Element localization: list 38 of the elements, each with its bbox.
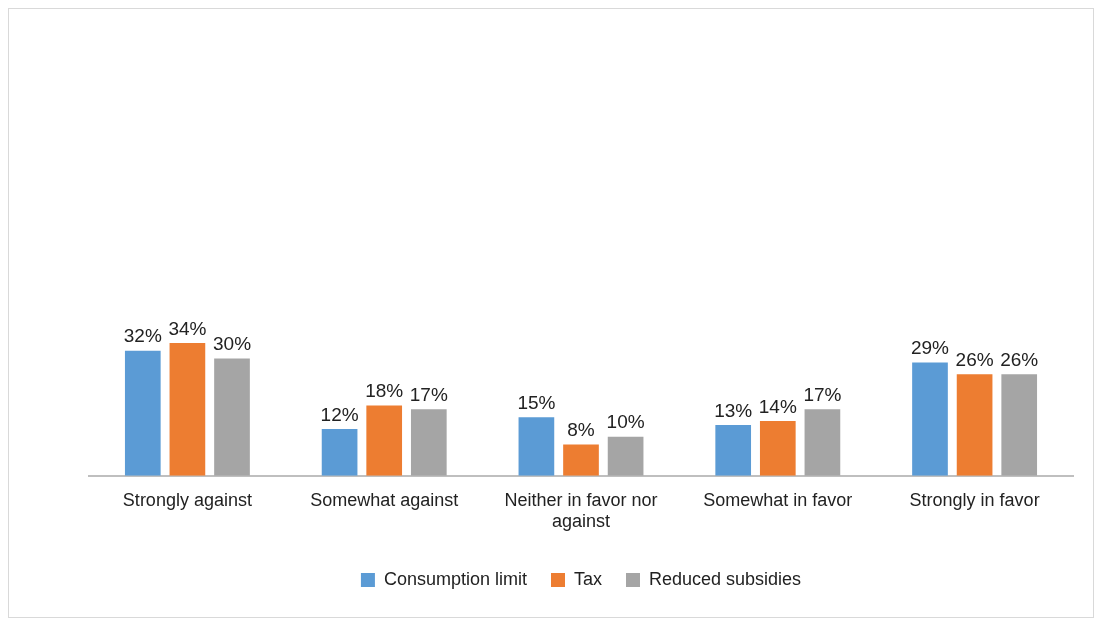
bar	[366, 405, 403, 476]
data-label: 14%	[758, 395, 797, 417]
data-label: 30%	[212, 333, 252, 355]
bar	[169, 342, 206, 476]
data-label: 15%	[517, 391, 556, 413]
bar	[518, 417, 555, 476]
data-label: 17%	[409, 384, 448, 406]
data-label: 10%	[606, 411, 645, 433]
data-label: 8%	[567, 419, 595, 441]
bar	[912, 362, 948, 476]
data-label: 13%	[714, 399, 753, 421]
data-label: 26%	[955, 348, 994, 370]
bar	[1001, 374, 1038, 476]
bar	[956, 374, 993, 476]
legend-label: Reduced subsidies	[648, 568, 802, 589]
data-label: 34%	[168, 317, 207, 339]
bar	[410, 409, 447, 476]
data-label: 29%	[910, 337, 950, 359]
data-label: 12%	[320, 403, 359, 425]
x-tick-label: Somewhat in favor	[703, 489, 853, 510]
legend-label: Tax	[573, 568, 602, 589]
bar	[321, 428, 358, 476]
x-tick-label: Somewhat against	[310, 489, 459, 510]
data-label: 17%	[803, 384, 842, 406]
bar	[607, 436, 644, 476]
x-tick-label: Neither in favor nor against	[504, 489, 658, 532]
bar	[715, 424, 752, 476]
bar	[214, 358, 250, 476]
data-label: 26%	[1000, 348, 1039, 370]
bar	[124, 350, 161, 476]
x-tick-label: Strongly against	[122, 489, 252, 510]
bar	[759, 421, 796, 476]
x-tick-label: Strongly in favor	[909, 489, 1040, 510]
data-label: 18%	[365, 380, 404, 402]
legend-label: Consumption limit	[383, 568, 527, 589]
bar	[563, 444, 599, 476]
data-label: 32%	[123, 325, 162, 347]
bar	[804, 409, 841, 476]
